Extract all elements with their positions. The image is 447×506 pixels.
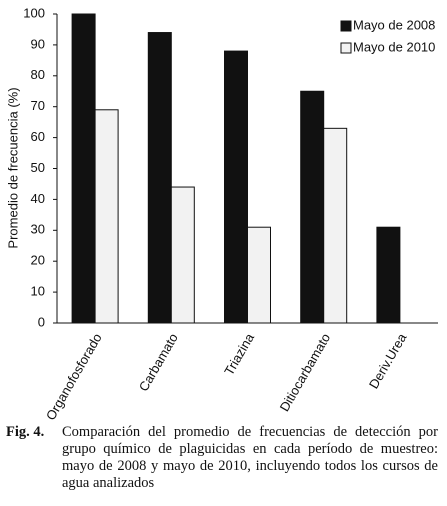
bar <box>170 186 195 324</box>
y-tick-label: 0 <box>38 314 45 329</box>
legend-label: Mayo de 2008 <box>353 17 435 32</box>
x-tick-label: Ditiocarbamato <box>277 331 334 414</box>
y-tick-label: 20 <box>31 253 45 268</box>
x-tick-label: Carbamato <box>136 331 181 394</box>
caption: Fig. 4. Comparación del promedio de frec… <box>6 424 438 492</box>
bar <box>224 50 248 324</box>
legend-label: Mayo de 2010 <box>353 39 435 54</box>
bar <box>71 13 96 324</box>
bar <box>147 32 172 324</box>
y-tick-label: 60 <box>31 129 45 144</box>
y-tick-label: 10 <box>31 284 45 299</box>
x-tick-label: Triazina <box>221 330 257 378</box>
bar <box>94 109 119 324</box>
bar <box>323 127 348 324</box>
y-tick-label: 70 <box>31 98 45 113</box>
bar <box>300 90 325 324</box>
y-tick-label: 100 <box>23 5 45 20</box>
x-tick-label: Deriv.Urea <box>366 330 410 391</box>
y-axis-label: Promedio de frecuencia (%) <box>5 87 20 248</box>
caption-label: Fig. 4. <box>6 424 45 440</box>
chart: Promedio de frecuencia (%) 0 10 20 30 40 50 60… <box>5 5 438 423</box>
bar <box>376 226 401 324</box>
y-tick-label: 30 <box>31 222 45 237</box>
y-tick-label: 80 <box>31 67 45 82</box>
x-tick-label: Organofosforado <box>43 331 105 420</box>
y-tick-label: 40 <box>31 191 45 206</box>
caption-text: Comparación del promedio de frecuencias … <box>62 424 438 491</box>
y-tick-label: 50 <box>31 160 45 175</box>
legend-swatch <box>340 42 352 54</box>
y-tick-label: 90 <box>31 36 45 51</box>
bar <box>247 226 271 324</box>
legend-swatch <box>340 20 352 32</box>
